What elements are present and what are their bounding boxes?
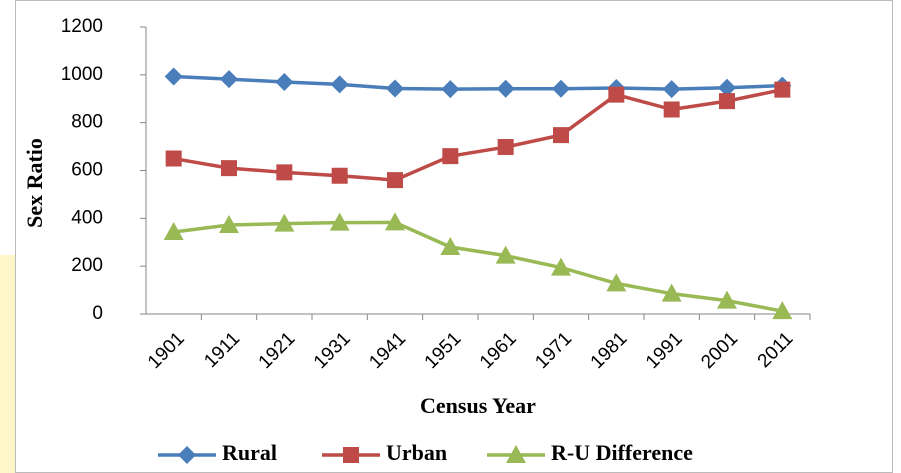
data-point (440, 237, 461, 256)
data-point (774, 81, 791, 98)
data-point (662, 80, 681, 99)
data-point (329, 212, 350, 231)
data-point (220, 70, 238, 89)
data-point (165, 150, 182, 167)
data-point (496, 79, 515, 98)
legend-marker (178, 446, 196, 464)
data-point (221, 160, 237, 177)
legend-label: Rural (222, 440, 277, 465)
data-point (274, 213, 295, 232)
series-line (173, 74, 783, 91)
data-point (552, 79, 570, 98)
data-point (275, 73, 294, 92)
data-point (442, 148, 459, 165)
y-tick-label: 600 (71, 160, 103, 181)
legend-marker (343, 447, 359, 463)
y-tick-label: 1200 (61, 16, 103, 37)
data-point (718, 78, 736, 97)
data-point (331, 167, 348, 184)
legend-marker (506, 445, 526, 463)
y-tick-label: 400 (71, 207, 103, 228)
data-point (717, 290, 737, 309)
data-point (772, 301, 793, 320)
data-point (387, 172, 403, 189)
data-point (497, 139, 514, 156)
legend-label: R-U Difference (551, 440, 693, 465)
data-point (386, 79, 404, 98)
series-line (173, 220, 783, 313)
x-axis-label: Census Year (420, 393, 536, 418)
chart-frame (15, 0, 893, 473)
data-point (276, 164, 293, 181)
data-point (219, 215, 239, 234)
data-point (606, 273, 627, 292)
data-point (164, 67, 183, 86)
data-point (663, 101, 680, 118)
data-point (719, 93, 735, 110)
series-line (173, 87, 783, 182)
data-point (661, 283, 682, 302)
legend-label: Urban (386, 440, 447, 465)
y-tick-label: 1000 (61, 64, 103, 85)
data-point (551, 257, 571, 276)
y-tick-label: 0 (92, 303, 103, 324)
data-point (553, 127, 569, 144)
y-axis-label: Sex Ratio (22, 138, 47, 228)
data-point (608, 86, 625, 103)
side-strip (0, 255, 15, 473)
y-tick-label: 800 (71, 112, 103, 133)
y-tick-label: 200 (71, 255, 103, 276)
data-point (441, 80, 460, 99)
data-point (330, 75, 349, 94)
data-point (495, 245, 516, 264)
data-point (163, 221, 184, 240)
data-point (385, 212, 405, 231)
